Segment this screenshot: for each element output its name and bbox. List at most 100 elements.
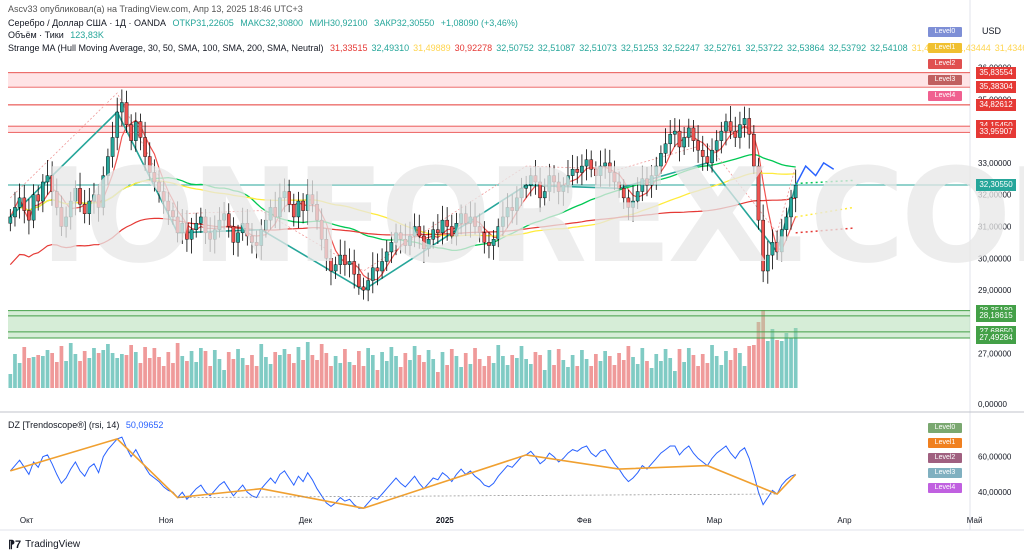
volume-bar — [82, 351, 87, 388]
rsi-level-legend-item[interactable]: Level2 — [928, 453, 962, 463]
price-tag[interactable]: 35,83554 — [976, 66, 1016, 79]
candle-body — [765, 254, 770, 272]
price-tick-label: 32,00000 — [978, 191, 1012, 200]
candle-body — [710, 149, 714, 164]
candle-body — [36, 194, 41, 202]
ma-label[interactable]: Strange MA (Hull Moving Average, 30, 50,… — [8, 43, 324, 53]
candle-body — [691, 127, 696, 141]
price-tag[interactable]: 33,95907 — [976, 126, 1016, 139]
volume-label[interactable]: Объём · Тики — [8, 30, 64, 40]
tradingview-footer[interactable]: ⁋7 TradingView — [8, 538, 80, 551]
candle-body — [649, 175, 654, 186]
candle-body — [561, 184, 566, 192]
price-tag[interactable]: 32,30550 — [976, 178, 1016, 191]
volume-bar — [682, 362, 687, 388]
volume-bar — [793, 328, 798, 388]
price-tag[interactable]: 34,82612 — [976, 98, 1016, 111]
rsi-level-legend-item[interactable]: Level1 — [928, 438, 962, 448]
volume-bar — [361, 366, 366, 388]
rsi-level-legend-item[interactable]: Level3 — [928, 468, 962, 478]
candle-body — [212, 229, 217, 240]
volume-bar — [147, 358, 152, 388]
forecast-line — [795, 161, 835, 186]
volume-bar — [198, 348, 203, 388]
volume-bar — [54, 362, 59, 388]
ma-value: 32,54108 — [870, 43, 908, 53]
candle-body — [124, 102, 129, 125]
candle-body — [259, 229, 264, 246]
volume-bar — [226, 352, 231, 388]
volume-bar — [277, 355, 282, 388]
volume-bar — [724, 351, 728, 388]
level-legend-item[interactable]: Level1 — [928, 43, 962, 53]
price-tag[interactable]: 35,38304 — [976, 81, 1016, 94]
currency-label[interactable]: USD — [982, 26, 1002, 36]
volume-bar — [138, 363, 143, 388]
candle-body — [412, 226, 417, 237]
rsi-level-legend-item[interactable]: Level4 — [928, 483, 962, 493]
volume-bar — [250, 355, 254, 388]
candle-body — [375, 267, 380, 272]
price-tick-label: 33,00000 — [978, 159, 1012, 168]
volume-bar — [101, 350, 106, 388]
candle-body — [408, 235, 412, 246]
ma-value: 32,52761 — [703, 43, 742, 53]
candle-body — [166, 200, 171, 211]
price-tick-label: 0,00000 — [978, 400, 1007, 409]
candle-body — [278, 197, 282, 218]
candle-body — [733, 130, 738, 138]
volume-bar — [459, 367, 463, 388]
level-legend-item[interactable]: Level2 — [928, 59, 962, 69]
volume-bar — [403, 353, 408, 388]
candle-body — [115, 111, 120, 138]
volume-bar — [394, 356, 398, 388]
volume-bar — [556, 349, 561, 388]
volume-bar — [603, 351, 608, 388]
candle-body — [496, 226, 501, 240]
ma-line: Strange MA (Hull Moving Average, 30, 50,… — [8, 43, 1024, 53]
candle-body — [8, 216, 13, 224]
candle-body — [310, 194, 315, 205]
volume-bar — [719, 365, 724, 388]
candle-body — [17, 197, 22, 208]
price-tag[interactable]: 27,49284 — [976, 331, 1016, 344]
level-legend-item[interactable]: Level0 — [928, 27, 962, 37]
price-tag[interactable]: 28,18615 — [976, 309, 1016, 322]
volume-bar — [514, 358, 519, 388]
level-legend-item[interactable]: Level3 — [928, 75, 962, 85]
symbol-name[interactable]: Серебро / Доллар США · 1Д · OANDA — [8, 18, 166, 28]
candle-body — [384, 251, 389, 262]
candle-body — [50, 175, 54, 192]
volume-bars — [8, 310, 798, 388]
candle-body — [273, 207, 278, 218]
candle-body — [668, 134, 673, 145]
volume-bar — [115, 358, 120, 388]
candle-body — [264, 219, 268, 230]
volume-bar — [389, 347, 394, 388]
candle-body — [607, 162, 612, 173]
ma-value: 31,43462 — [994, 43, 1024, 53]
candle-body — [431, 229, 436, 240]
candle-body — [287, 191, 291, 205]
volume-bar — [714, 356, 719, 388]
volume-bar — [519, 346, 524, 388]
volume-bar — [747, 346, 752, 388]
volume-bar — [222, 370, 226, 388]
candle-body — [82, 204, 87, 214]
volume-bar — [686, 348, 691, 388]
rsi-level-legend-item[interactable]: Level0 — [928, 423, 962, 433]
rsi-label[interactable]: DZ [Trendoscope®] (rsi, 14) — [8, 420, 120, 430]
ma-value: 32,52247 — [662, 43, 700, 53]
candle-body — [240, 223, 245, 234]
time-tick-label: 2025 — [436, 516, 454, 525]
candle-body — [705, 156, 710, 164]
volume-bar — [454, 356, 459, 388]
volume-bar — [445, 365, 450, 388]
volume-bar — [440, 352, 445, 388]
candle-body — [45, 175, 50, 183]
level-legend-item[interactable]: Level4 — [928, 91, 962, 101]
candle-body — [189, 229, 194, 240]
volume-bar — [380, 352, 384, 388]
chart-background — [0, 0, 1024, 531]
